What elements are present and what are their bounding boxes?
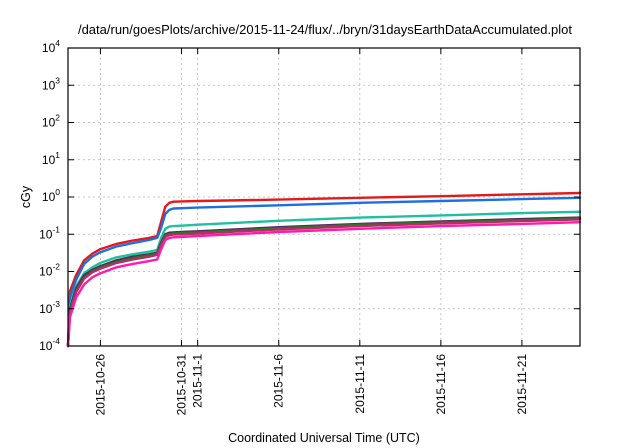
y-tick-label: 102: [42, 113, 60, 130]
chart-title: /data/run/goesPlots/archive/2015-11-24/f…: [78, 22, 572, 37]
series-line-6: [66, 218, 582, 348]
y-axis-label: cGy: [19, 185, 33, 208]
x-tick-label: 2015-11-11: [353, 354, 367, 414]
x-axis: 2015-10-26 2015-10-31 2015-11-1 2015-11-6 20…: [93, 48, 529, 416]
grid: [68, 48, 580, 346]
x-tick-label: 2015-11-6: [272, 354, 286, 408]
y-tick-label: 10-4: [39, 336, 60, 353]
y-tick-label: 10-2: [39, 262, 60, 279]
series-group: [66, 191, 582, 348]
series-line-3: [66, 210, 582, 348]
y-tick-label: 104: [42, 38, 60, 55]
x-tick-label: 2015-11-16: [434, 354, 448, 415]
x-tick-label: 2015-11-21: [515, 354, 529, 415]
series-line-7: [66, 221, 582, 348]
y-tick-label: 103: [42, 75, 60, 92]
x-tick-label: 2015-10-31: [174, 354, 188, 416]
y-tick-label: 101: [42, 150, 60, 167]
series-line-2: [66, 196, 582, 348]
x-tick-label: 2015-11-1: [191, 354, 205, 408]
series-line-1: [66, 191, 582, 348]
x-tick-label: 2015-10-26: [93, 354, 107, 416]
x-axis-label: Coordinated Universal Time (UTC): [228, 431, 420, 445]
y-axis: 10-4 10-3 10-2 10-1 100 101 102 103 104: [39, 38, 580, 353]
y-tick-label: 10-1: [39, 224, 60, 241]
series-line-4: [66, 216, 582, 348]
y-tick-label: 10-3: [39, 299, 60, 316]
y-tick-label: 100: [42, 187, 60, 204]
